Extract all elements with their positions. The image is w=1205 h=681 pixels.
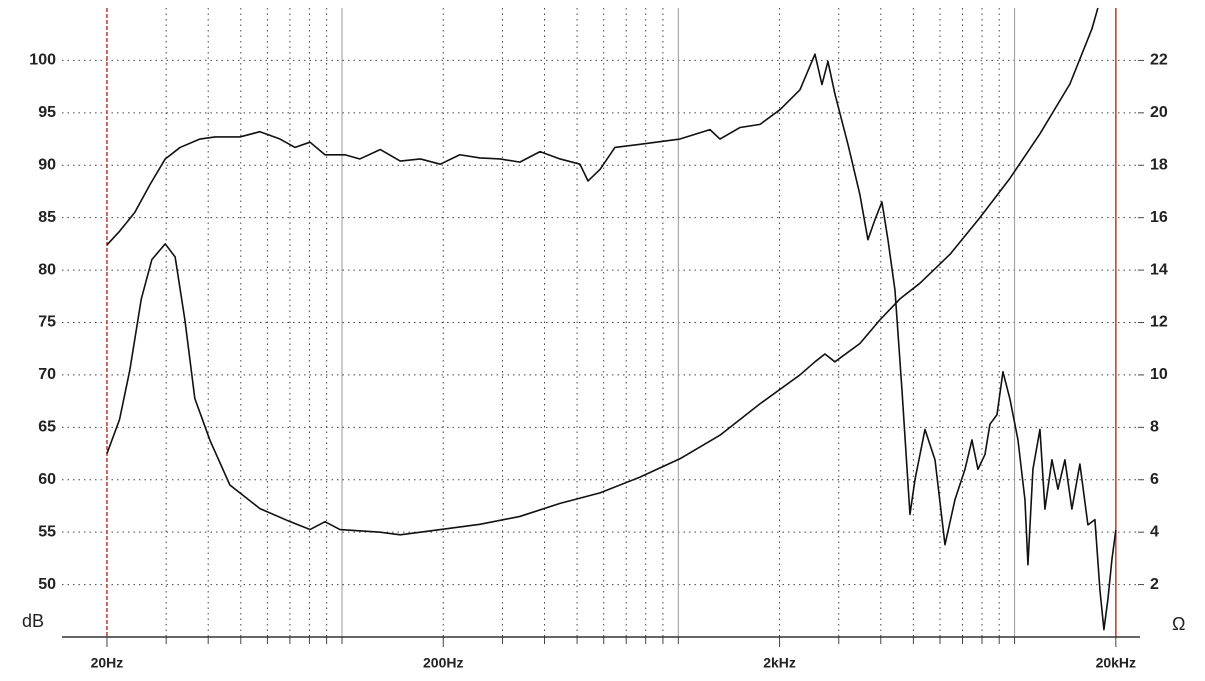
y2-tick-label: 10: [1150, 366, 1168, 383]
y2-tick-label: 16: [1150, 209, 1168, 226]
y-tick-label: 55: [38, 523, 56, 540]
y-tick-label: 65: [38, 419, 56, 436]
y-tick-label: 90: [38, 156, 56, 173]
y2-tick-label: 18: [1150, 156, 1168, 173]
y-tick-label: 50: [38, 576, 56, 593]
y-tick-label: 80: [38, 261, 56, 278]
y2-tick-label: 4: [1150, 523, 1159, 540]
y2-tick-label: 6: [1150, 471, 1159, 488]
x-tick-label: 20Hz: [91, 655, 124, 671]
y-tick-label: 75: [38, 314, 56, 331]
y-tick-label: 95: [38, 104, 56, 121]
y2-tick-label: 20: [1150, 104, 1168, 121]
y2-tick-label: 2: [1150, 576, 1159, 593]
x-tick-label: 2kHz: [763, 655, 796, 671]
y-tick-label: 70: [38, 366, 56, 383]
y2-tick-label: 8: [1150, 419, 1159, 436]
y2-tick-label: 12: [1150, 314, 1168, 331]
x-tick-label: 20kHz: [1096, 655, 1136, 671]
y-tick-label: 100: [29, 52, 56, 69]
x-tick-label: 200Hz: [423, 655, 463, 671]
series-line: [106, 53, 1117, 631]
y2-tick-label: 14: [1150, 261, 1168, 278]
y2-tick-label: 22: [1150, 52, 1168, 69]
y-axis-label: dB: [22, 611, 44, 631]
y2-axis-label: Ω: [1172, 614, 1185, 634]
y-tick-label: 60: [38, 471, 56, 488]
series-line: [106, 7, 1099, 536]
plot-area: [106, 7, 1117, 631]
y-tick-label: 85: [38, 209, 56, 226]
grid: [62, 8, 1140, 637]
